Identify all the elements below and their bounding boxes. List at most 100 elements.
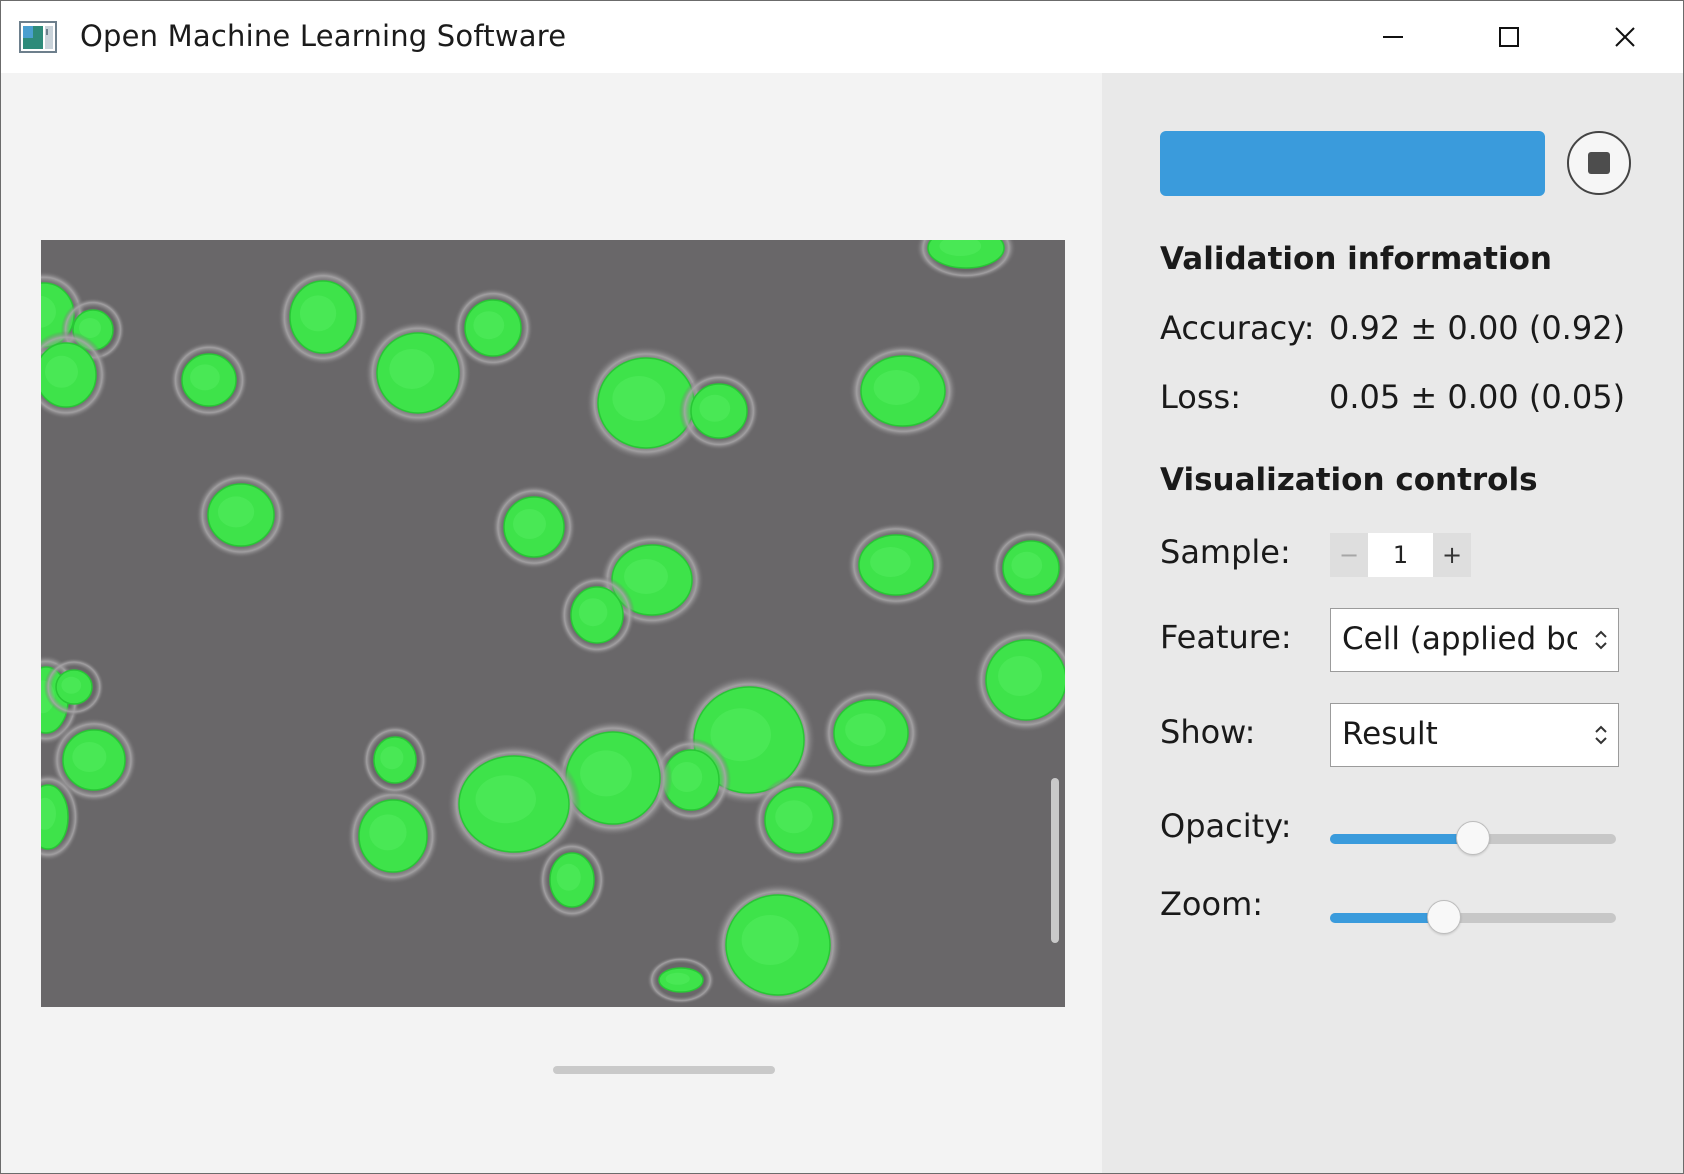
cell-highlight bbox=[870, 547, 911, 577]
title-bar: Open Machine Learning Software bbox=[1, 1, 1683, 73]
stop-icon bbox=[1588, 152, 1610, 174]
segmented-cell bbox=[570, 586, 624, 644]
segmented-cell bbox=[181, 353, 237, 407]
sample-value-field[interactable]: 1 bbox=[1368, 533, 1433, 577]
feature-select[interactable]: Cell (applied bor bbox=[1330, 608, 1619, 672]
segmented-cell bbox=[658, 967, 704, 993]
cell-highlight bbox=[578, 598, 608, 627]
zoom-label: Zoom: bbox=[1160, 885, 1264, 923]
zoom-slider-handle[interactable] bbox=[1427, 900, 1462, 934]
train-button[interactable] bbox=[1160, 131, 1545, 196]
cell-highlight bbox=[61, 676, 82, 694]
maximize-button[interactable] bbox=[1451, 1, 1567, 73]
accuracy-value: 0.92 ± 0.00 (0.92) bbox=[1329, 309, 1626, 347]
cell-highlight bbox=[624, 559, 668, 594]
segmented-cell bbox=[549, 852, 595, 908]
window-title: Open Machine Learning Software bbox=[80, 19, 567, 53]
opacity-label: Opacity: bbox=[1160, 807, 1292, 845]
segmented-cell bbox=[690, 383, 748, 439]
cell-highlight bbox=[473, 311, 505, 340]
segmented-cell bbox=[858, 534, 934, 596]
cell-highlight bbox=[556, 863, 581, 891]
loss-label: Loss: bbox=[1160, 378, 1241, 416]
opacity-slider-handle[interactable] bbox=[1456, 821, 1490, 855]
cell-highlight bbox=[190, 364, 220, 391]
cell-highlight bbox=[612, 376, 666, 421]
minimize-icon bbox=[1383, 36, 1403, 38]
cell-highlight bbox=[998, 656, 1042, 696]
segmented-cell bbox=[373, 736, 417, 784]
cell-highlight bbox=[939, 240, 982, 256]
visualization-heading: Visualization controls bbox=[1160, 462, 1538, 498]
image-area bbox=[1, 73, 1102, 1173]
segmented-cell bbox=[985, 639, 1065, 721]
cell-highlight bbox=[873, 370, 920, 405]
cell-highlight bbox=[45, 355, 78, 388]
show-select[interactable]: Result bbox=[1330, 703, 1619, 767]
segmented-cell bbox=[927, 240, 1005, 269]
cell-highlight bbox=[580, 750, 632, 797]
segmented-cell bbox=[764, 786, 834, 854]
feature-select-value: Cell (applied bor bbox=[1342, 621, 1577, 657]
cell-highlight bbox=[299, 295, 337, 332]
show-select-value: Result bbox=[1342, 716, 1438, 752]
segmented-cell bbox=[503, 496, 565, 558]
zoom-slider-fill bbox=[1330, 913, 1445, 923]
segmented-cell bbox=[358, 799, 428, 873]
segmentation-image-view[interactable] bbox=[41, 240, 1065, 1007]
show-label: Show: bbox=[1160, 713, 1256, 751]
cell-highlight bbox=[217, 496, 255, 528]
cell-highlight bbox=[513, 509, 546, 539]
segmented-cell bbox=[55, 669, 93, 705]
maximize-icon bbox=[1499, 27, 1519, 47]
segmented-cell bbox=[458, 755, 570, 853]
cell-highlight bbox=[699, 394, 731, 422]
cell-highlight bbox=[710, 708, 771, 762]
accuracy-label: Accuracy: bbox=[1160, 309, 1315, 347]
segmented-cell bbox=[289, 280, 357, 354]
cell-highlight bbox=[79, 318, 101, 338]
cell-highlight bbox=[41, 797, 56, 830]
loss-value: 0.05 ± 0.00 (0.05) bbox=[1329, 378, 1626, 416]
control-panel: Validation information Accuracy: 0.92 ± … bbox=[1102, 73, 1683, 1173]
opacity-slider-fill bbox=[1330, 834, 1473, 844]
segmented-cell bbox=[860, 355, 946, 427]
segmented-cell bbox=[207, 483, 275, 547]
sample-stepper[interactable]: − 1 + bbox=[1330, 533, 1471, 577]
chevron-up-down-icon bbox=[1595, 630, 1607, 650]
close-icon bbox=[1615, 27, 1635, 47]
segmented-cell bbox=[41, 784, 69, 850]
segmented-cell bbox=[1002, 540, 1060, 596]
segmented-cell bbox=[41, 342, 97, 408]
cell-highlight bbox=[845, 713, 886, 747]
segmented-cell bbox=[376, 332, 460, 414]
minimize-button[interactable] bbox=[1335, 1, 1451, 73]
feature-label: Feature: bbox=[1160, 618, 1292, 656]
opacity-slider[interactable] bbox=[1330, 820, 1616, 858]
sample-increment-button[interactable]: + bbox=[1433, 533, 1471, 577]
segmented-cell bbox=[725, 894, 831, 996]
stop-button[interactable] bbox=[1567, 131, 1631, 195]
cell-highlight bbox=[41, 295, 56, 328]
segmented-cell bbox=[833, 699, 909, 767]
chevron-up-down-icon bbox=[1595, 725, 1607, 745]
close-button[interactable] bbox=[1567, 1, 1683, 73]
app-icon bbox=[19, 21, 57, 53]
vertical-scrollbar[interactable] bbox=[1051, 778, 1059, 943]
cell-highlight bbox=[671, 762, 703, 792]
cell-highlight bbox=[369, 814, 407, 851]
cell-highlight bbox=[775, 800, 813, 834]
segmented-cell bbox=[62, 729, 126, 791]
cell-segmentation-image bbox=[41, 240, 1065, 1007]
zoom-slider-track bbox=[1330, 913, 1616, 923]
horizontal-scrollbar[interactable] bbox=[553, 1066, 775, 1074]
cell-highlight bbox=[665, 972, 690, 985]
sample-label: Sample: bbox=[1160, 533, 1291, 571]
cell-highlight bbox=[1011, 551, 1043, 579]
cell-highlight bbox=[475, 775, 536, 824]
cell-highlight bbox=[380, 746, 404, 770]
cell-highlight bbox=[389, 349, 435, 389]
sample-decrement-button[interactable]: − bbox=[1330, 533, 1368, 577]
zoom-slider[interactable] bbox=[1330, 899, 1616, 937]
